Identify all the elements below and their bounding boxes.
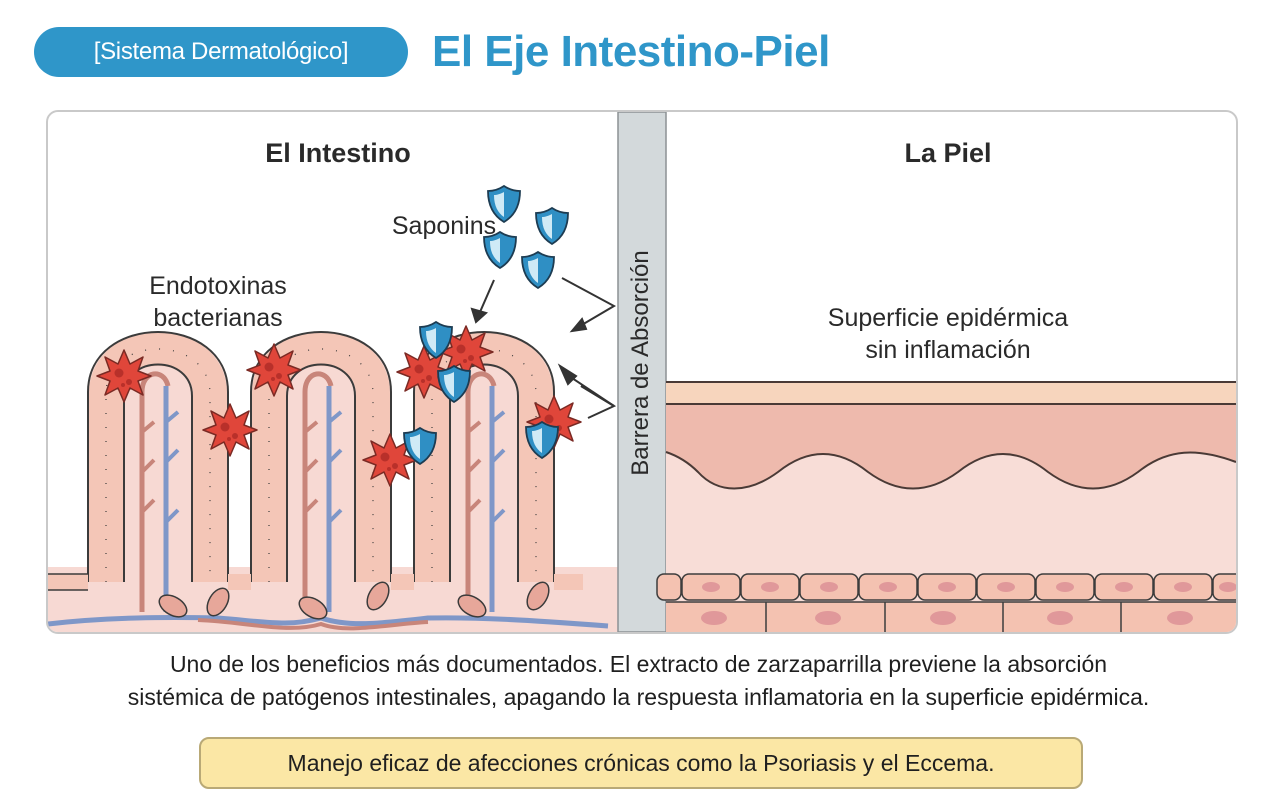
barrier-label-text: Barrera de Absorción (627, 250, 654, 476)
endotoxins-label-line1: Endotoxinas (149, 272, 287, 300)
skin-surface-label: Superficie epidérmica sin inflamación (748, 302, 1148, 366)
diagram-illustration (48, 112, 1236, 632)
skin-surface-line1: Superficie epidérmica (827, 304, 1069, 332)
callout-box: Manejo eficaz de afecciones crónicas com… (199, 737, 1083, 789)
bacteria-icon (246, 343, 302, 397)
bacteria-icon (96, 349, 152, 403)
shield-icon (521, 251, 555, 289)
skin-cells-row-1 (656, 573, 1236, 601)
arrow-icon (470, 277, 617, 419)
description: Uno de los beneficios más documentados. … (0, 648, 1277, 714)
description-line2: sistémica de patógenos intestinales, apa… (127, 684, 1150, 710)
page-title: El Eje Intestino-Piel (432, 27, 830, 76)
intestine-title: El Intestino (265, 138, 411, 168)
endotoxins-label-line2: bacterianas (153, 304, 283, 332)
saponins-label: Saponins (391, 212, 497, 240)
skin-title: La Piel (904, 138, 992, 168)
description-line1: Uno de los beneficios más documentados. … (169, 651, 1108, 677)
skin-surface-line2: sin inflamación (865, 336, 1031, 364)
endotoxins-label: Endotoxinas bacterianas (98, 270, 338, 334)
diagram-panel: El Intestino Saponins Endotoxinas bacter… (46, 110, 1238, 634)
category-badge: [Sistema Dermatológico] (34, 27, 408, 77)
bacteria-icon (202, 403, 258, 457)
